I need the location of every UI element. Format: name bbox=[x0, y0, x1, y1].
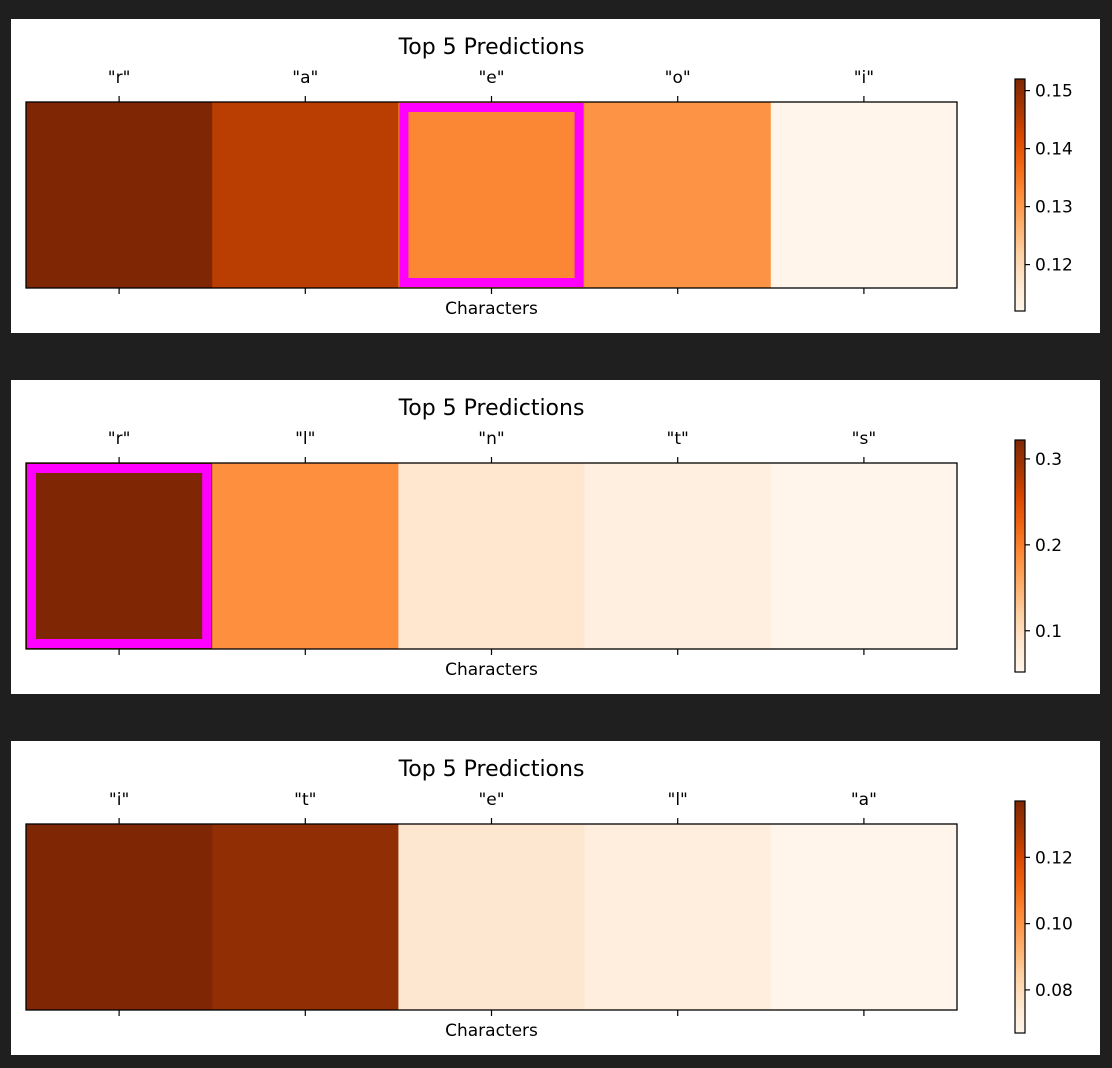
colorbar bbox=[1014, 800, 1026, 1034]
heatmap-cell bbox=[770, 102, 958, 288]
colorbar bbox=[1014, 78, 1026, 312]
heatmap-cell bbox=[584, 102, 772, 288]
heatmap-cell bbox=[212, 102, 399, 288]
highlight-box bbox=[399, 103, 584, 287]
colorbar-tick-label: 0.3 bbox=[1035, 450, 1062, 470]
colorbar-tick-label: 0.15 bbox=[1035, 82, 1073, 102]
heatmap-cell bbox=[584, 463, 772, 649]
heatmap-cell bbox=[26, 824, 213, 1010]
colorbar-tick-label: 0.08 bbox=[1035, 981, 1073, 1001]
chart-panel-1: Top 5 Predictions "r" "a" "e" "o" "i" Characte… bbox=[11, 19, 1100, 333]
heatmap-cell bbox=[398, 463, 586, 649]
tick-label: "a" bbox=[851, 790, 877, 810]
tick-label: "l" bbox=[668, 790, 688, 810]
highlight-box bbox=[27, 464, 212, 648]
chart-panel-2: Top 5 Predictions "r" "l" "n" "t" "s" Characte… bbox=[11, 380, 1100, 694]
colorbar-tick-label: 0.14 bbox=[1035, 140, 1073, 160]
tick-label: "t" bbox=[667, 429, 689, 449]
x-axis-label: Characters bbox=[445, 1021, 538, 1041]
colorbar-tick-label: 0.13 bbox=[1035, 198, 1073, 218]
heatmap-chart-2: Top 5 Predictions "r" "l" "n" "t" "s" Characte… bbox=[25, 396, 1062, 680]
chart-panel-3: Top 5 Predictions "i" "t" "e" "l" "a" Characte… bbox=[11, 741, 1100, 1055]
colorbar-tick-label: 0.2 bbox=[1035, 536, 1062, 556]
tick-label: "a" bbox=[292, 68, 318, 88]
tick-label: "n" bbox=[478, 429, 504, 449]
colorbar-tick-label: 0.1 bbox=[1035, 622, 1062, 642]
colorbar bbox=[1014, 439, 1026, 673]
heatmap-cell bbox=[770, 824, 958, 1010]
heatmap-chart-3: Top 5 Predictions "i" "t" "e" "l" "a" Characte… bbox=[25, 757, 1073, 1041]
chart-title: Top 5 Predictions bbox=[398, 757, 585, 782]
heatmap-cell bbox=[770, 463, 958, 649]
colorbar-tick-label: 0.10 bbox=[1035, 915, 1073, 935]
tick-label: "i" bbox=[109, 790, 129, 810]
x-axis-label: Characters bbox=[445, 299, 538, 319]
heatmap-cell bbox=[26, 463, 213, 649]
colorbar-tick-label: 0.12 bbox=[1035, 848, 1073, 868]
heatmap-cell bbox=[398, 102, 586, 288]
heatmap-cell bbox=[212, 824, 399, 1010]
tick-label: "l" bbox=[295, 429, 315, 449]
tick-label: "i" bbox=[854, 68, 874, 88]
chart-title: Top 5 Predictions bbox=[398, 35, 585, 60]
colorbar-tick-label: 0.12 bbox=[1035, 256, 1073, 276]
heatmap-cell bbox=[398, 824, 586, 1010]
tick-label: "o" bbox=[665, 68, 691, 88]
x-axis-label: Characters bbox=[445, 660, 538, 680]
tick-label: "t" bbox=[294, 790, 316, 810]
heatmap-cell bbox=[26, 102, 213, 288]
heatmap-cell bbox=[584, 824, 772, 1010]
tick-label: "r" bbox=[108, 68, 131, 88]
tick-label: "s" bbox=[852, 429, 877, 449]
heatmap-chart-1: Top 5 Predictions "r" "a" "e" "o" "i" Characte… bbox=[25, 35, 1073, 319]
tick-label: "e" bbox=[478, 68, 504, 88]
heatmap-cell bbox=[212, 463, 399, 649]
tick-label: "r" bbox=[108, 429, 131, 449]
tick-label: "e" bbox=[478, 790, 504, 810]
chart-title: Top 5 Predictions bbox=[398, 396, 585, 421]
